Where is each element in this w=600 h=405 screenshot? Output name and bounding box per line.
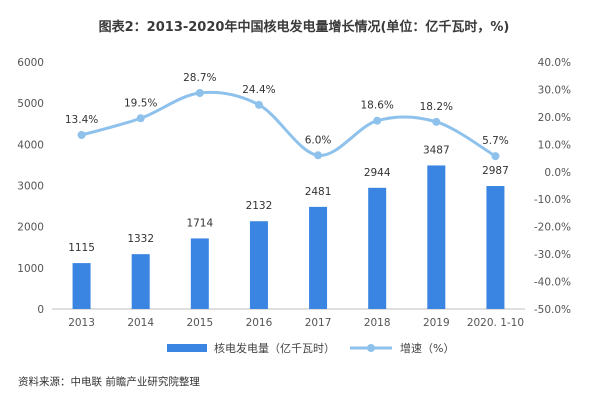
legend-bar-swatch <box>167 344 207 352</box>
legend: 核电发电量（亿千瓦时） 增速（%） <box>167 341 454 355</box>
right-tick-label: -30.0% <box>534 249 571 261</box>
x-axis: 2013 2014 2015 2016 2017 2018 2019 2020. 1-10 <box>68 317 524 329</box>
growth-value-label: 19.5% <box>124 97 157 109</box>
right-tick-label: 30.0% <box>538 84 571 96</box>
legend-bar-label: 核电发电量（亿千瓦时） <box>214 341 335 355</box>
left-axis: 0 1000 2000 3000 4000 5000 6000 <box>17 57 44 316</box>
growth-point <box>195 89 204 98</box>
left-tick-label: 1000 <box>17 263 44 275</box>
bar <box>249 221 268 309</box>
right-tick-label: 10.0% <box>538 139 571 151</box>
bar-value-label: 1332 <box>127 233 154 245</box>
growth-value-label: 18.2% <box>420 101 453 113</box>
x-tick-label: 2019 <box>423 317 450 329</box>
right-tick-label: -20.0% <box>534 222 571 234</box>
x-tick-label: 2013 <box>68 317 95 329</box>
growth-point <box>432 117 441 126</box>
legend-line-marker <box>367 344 375 352</box>
x-tick-label: 2015 <box>186 317 213 329</box>
left-tick-label: 4000 <box>17 139 44 151</box>
right-axis: 40.0% 30.0% 20.0% 10.0% 0.0% -10.0% -20.0% -30.… <box>534 57 571 316</box>
growth-value-label: 28.7% <box>183 72 216 84</box>
growth-point <box>77 131 86 140</box>
bar-value-label: 2944 <box>364 167 391 179</box>
right-tick-label: -10.0% <box>534 194 571 206</box>
left-tick-label: 5000 <box>17 98 44 110</box>
left-tick-label: 2000 <box>17 222 44 234</box>
right-tick-label: 0.0% <box>544 167 571 179</box>
growth-point <box>136 114 145 123</box>
growth-points <box>77 89 500 161</box>
growth-value-label: 18.6% <box>361 100 394 112</box>
bar <box>72 263 91 309</box>
growth-value-label: 5.7% <box>482 135 509 147</box>
left-tick-label: 0 <box>37 304 44 316</box>
bar <box>486 186 505 309</box>
growth-point <box>491 152 500 161</box>
bar-series <box>72 165 505 309</box>
right-tick-label: -40.0% <box>534 277 571 289</box>
bar <box>131 254 150 309</box>
x-tick-label: 2016 <box>246 317 273 329</box>
growth-value-label: 24.4% <box>242 84 275 96</box>
right-tick-label: 20.0% <box>538 112 571 124</box>
growth-point <box>373 116 382 125</box>
x-tick-label: 2017 <box>305 317 332 329</box>
x-tick-label: 2020. 1-10 <box>467 317 524 329</box>
bar <box>309 206 328 309</box>
legend-line-label: 增速（%） <box>400 341 454 355</box>
growth-value-label: 13.4% <box>65 114 98 126</box>
source-note: 资料来源：中电联 前瞻产业研究院整理 <box>18 375 200 388</box>
bar <box>368 187 387 309</box>
growth-value-label: 6.0% <box>305 134 332 146</box>
bar-value-label: 1714 <box>186 217 213 229</box>
right-tick-label: 40.0% <box>538 57 571 69</box>
bar <box>190 238 209 309</box>
growth-labels: 13.4% 19.5% 28.7% 24.4% 6.0% 18.6% 18.2% 5.7% <box>65 72 509 147</box>
bar <box>427 165 446 309</box>
growth-point <box>254 100 263 109</box>
bar-value-label: 1115 <box>68 242 95 254</box>
left-tick-label: 3000 <box>17 181 44 193</box>
x-tick-label: 2014 <box>127 317 154 329</box>
bar-labels: 1115 1332 1714 2132 2481 2944 3487 2987 <box>68 144 509 254</box>
right-tick-label: -50.0% <box>534 304 571 316</box>
left-tick-label: 6000 <box>17 57 44 69</box>
bar-value-label: 2987 <box>482 165 509 177</box>
bar-value-label: 3487 <box>423 144 450 156</box>
bar-value-label: 2132 <box>246 200 273 212</box>
chart-title: 图表2：2013-2020年中国核电发电量增长情况(单位：亿千瓦时，%) <box>99 19 510 35</box>
growth-point <box>314 151 323 160</box>
bar-value-label: 2481 <box>305 186 332 198</box>
x-tick-label: 2018 <box>364 317 391 329</box>
